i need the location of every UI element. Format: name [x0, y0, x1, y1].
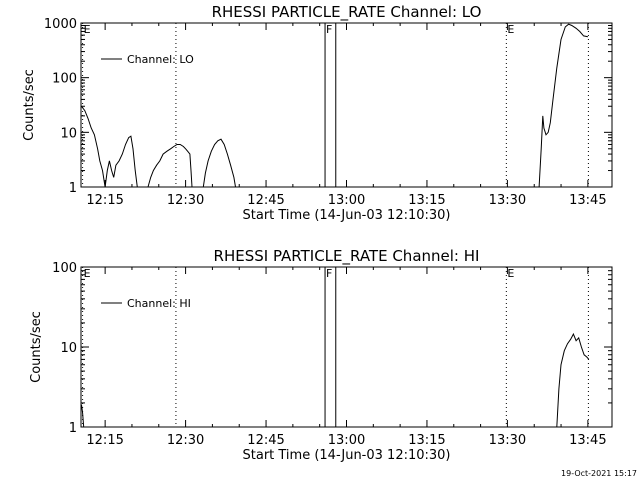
series-line: [556, 332, 590, 428]
flag-label: E: [84, 23, 91, 36]
flag-label: F: [326, 23, 332, 36]
x-tick-label: 12:30: [167, 193, 204, 208]
series-line: [81, 105, 138, 188]
y-tick-label: 1: [69, 421, 77, 436]
y-axis-label: Counts/sec: [22, 69, 37, 141]
x-axis-label: Start Time (14-Jun-03 12:10:30): [243, 208, 451, 223]
flag-label: F: [326, 267, 332, 280]
x-tick-label: 12:15: [86, 193, 123, 208]
legend-label: Channel: HI: [127, 297, 191, 310]
x-tick-label: 13:15: [408, 193, 445, 208]
x-tick-label: 12:45: [247, 433, 284, 448]
x-tick-label: 13:00: [328, 433, 365, 448]
series-line: [538, 23, 589, 188]
y-axis-label: Counts/sec: [29, 311, 44, 383]
legend-label: Channel: LO: [127, 53, 194, 66]
x-tick-label: 12:30: [167, 433, 204, 448]
plot-frame: [80, 22, 613, 188]
y-tick-label: 10: [60, 126, 77, 141]
series-line: [81, 404, 85, 428]
chart-title: RHESSI PARTICLE_RATE Channel: LO: [212, 3, 482, 22]
y-tick-label: 10: [60, 341, 77, 356]
x-tick-label: 13:30: [489, 433, 526, 448]
x-tick-label: 13:45: [569, 433, 606, 448]
flag-label: E: [84, 267, 91, 280]
series-line: [147, 144, 193, 188]
y-tick-label: 1000: [44, 17, 77, 32]
flag-label: E: [507, 267, 514, 280]
x-tick-label: 12:15: [86, 433, 123, 448]
chart-title: RHESSI PARTICLE_RATE Channel: HI: [214, 247, 480, 266]
x-tick-label: 12:45: [247, 193, 284, 208]
flag-label: E: [507, 23, 514, 36]
series-line: [202, 138, 236, 188]
x-axis-label: Start Time (14-Jun-03 12:10:30): [243, 448, 451, 463]
timestamp-label: 19-Oct-2021 15:17: [561, 469, 637, 478]
x-tick-label: 13:30: [489, 193, 526, 208]
y-tick-label: 100: [52, 261, 77, 276]
x-tick-label: 13:15: [408, 433, 445, 448]
y-tick-label: 1: [69, 181, 77, 196]
plot-frame: [80, 266, 613, 428]
x-tick-label: 13:00: [328, 193, 365, 208]
y-tick-label: 100: [52, 72, 77, 87]
x-tick-label: 13:45: [569, 193, 606, 208]
